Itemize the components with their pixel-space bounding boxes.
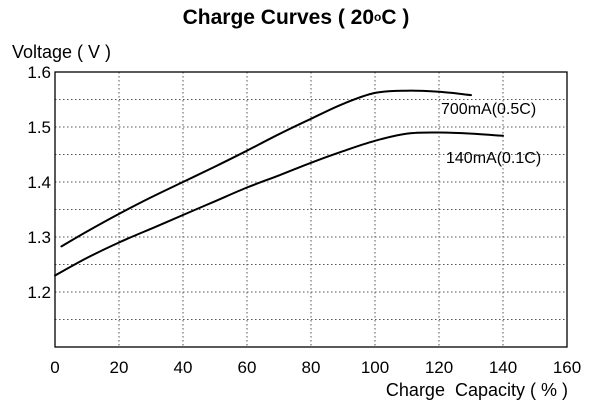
grid-lines — [55, 72, 567, 347]
chart-title-main: Charge Curves ( 20 — [182, 6, 375, 29]
x-tick-label: 60 — [238, 358, 257, 377]
x-tick-label: 160 — [553, 358, 581, 377]
x-tick-label: 0 — [50, 358, 59, 377]
chart-title: Charge Curves ( 20oC ) — [0, 5, 592, 31]
tick-labels: 0 20 40 60 80 100 120 140 160 1.2 1.3 1.4 1.5 1.6 — [27, 63, 581, 377]
y-tick-label: 1.2 — [27, 283, 51, 302]
series-labels: 700mA(0.5C) 140mA(0.1C) — [441, 101, 541, 167]
series-label-1: 140mA(0.1C) — [446, 150, 541, 167]
x-tick-label: 140 — [489, 358, 517, 377]
y-tick-label: 1.5 — [27, 118, 51, 137]
x-tick-label: 40 — [174, 358, 193, 377]
x-axis-label: Charge Capacity ( % ) — [385, 380, 568, 400]
chart-title-degree: o — [374, 10, 382, 24]
series-line-1 — [54, 131, 504, 277]
x-tick-label: 100 — [361, 358, 389, 377]
x-tick-label: 80 — [302, 358, 321, 377]
y-tick-label: 1.3 — [27, 228, 51, 247]
x-tick-label: 20 — [110, 358, 129, 377]
series-lines — [54, 89, 504, 277]
plot-frame — [54, 71, 568, 348]
chart-title-end: C ) — [381, 6, 410, 29]
y-tick-label: 1.4 — [27, 173, 51, 192]
series-label-0: 700mA(0.5C) — [441, 101, 536, 118]
y-tick-label: 1.6 — [27, 63, 51, 82]
y-axis-label: Voltage ( V ) — [12, 42, 112, 62]
x-tick-label: 120 — [425, 358, 453, 377]
series-line-0 — [60, 89, 472, 248]
axes — [54, 71, 568, 348]
